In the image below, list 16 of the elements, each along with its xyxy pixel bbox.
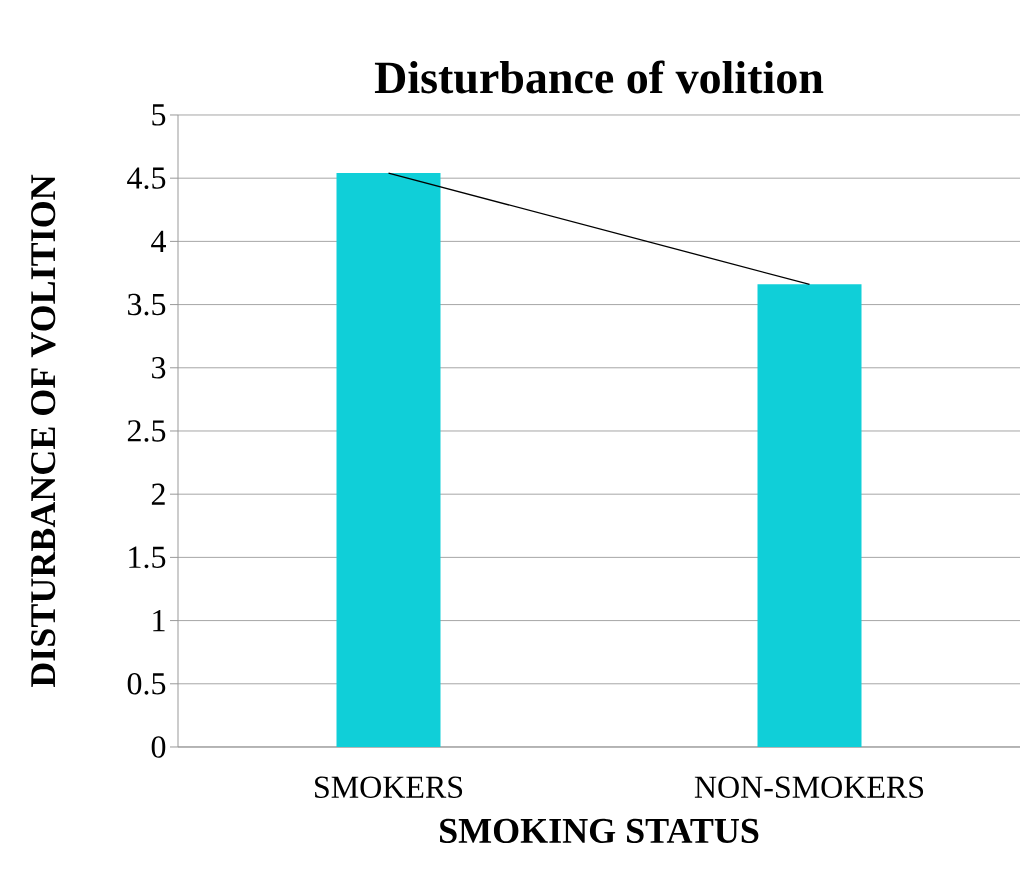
y-axis-title: DISTURBANCE OF VOLITION: [31, 174, 56, 688]
y-tick-label: 2: [151, 483, 165, 505]
x-tick-label: SMOKERS: [315, 776, 463, 799]
y-tick-label: 4.5: [127, 167, 166, 189]
y-tick-label: 5: [152, 104, 166, 126]
chart-title: Disturbance of volition: [374, 60, 824, 94]
y-tick-label: 1.5: [129, 546, 166, 569]
x-tick-label: NON-SMOKERS: [694, 776, 924, 799]
y-tick-label: 2.5: [127, 420, 166, 442]
y-tick-label: 3.5: [128, 293, 166, 316]
y-tick-label: 4: [151, 230, 166, 252]
y-tick-label: 1: [153, 610, 165, 632]
y-tick-label: 0.5: [127, 672, 166, 695]
y-tick-label: 3: [152, 357, 166, 379]
x-axis-title: SMOKING STATUS: [440, 818, 759, 844]
y-tick-label: 0: [151, 736, 166, 758]
